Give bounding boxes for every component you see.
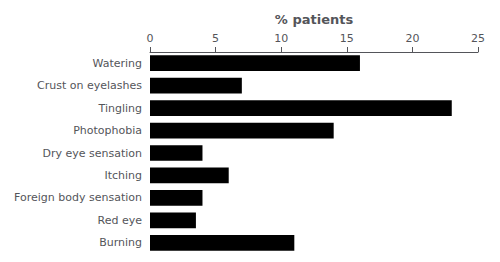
- svg-text:5: 5: [212, 32, 219, 45]
- svg-text:Watering: Watering: [92, 57, 142, 70]
- svg-text:Foreign body sensation: Foreign body sensation: [14, 191, 142, 204]
- svg-text:25: 25: [471, 32, 485, 45]
- svg-text:0: 0: [147, 32, 154, 45]
- svg-text:15: 15: [340, 32, 354, 45]
- svg-text:Burning: Burning: [99, 236, 142, 249]
- svg-text:20: 20: [405, 32, 419, 45]
- svg-text:Red eye: Red eye: [98, 214, 143, 227]
- svg-text:Itching: Itching: [104, 169, 142, 182]
- svg-text:Crust on eyelashes: Crust on eyelashes: [37, 79, 142, 92]
- svg-text:10: 10: [274, 32, 288, 45]
- svg-text:% patients: % patients: [275, 12, 354, 27]
- svg-text:Photophobia: Photophobia: [73, 124, 142, 137]
- svg-text:Dry eye sensation: Dry eye sensation: [42, 147, 142, 160]
- svg-text:Tingling: Tingling: [98, 102, 142, 115]
